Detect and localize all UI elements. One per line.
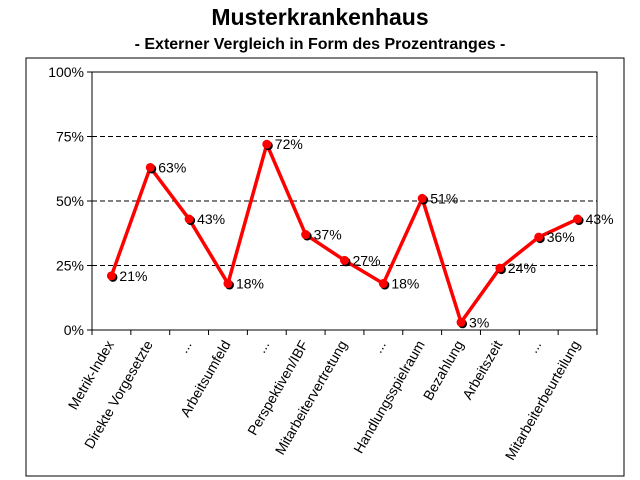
data-point [378,279,388,289]
chart-subtitle: - Externer Vergleich in Form des Prozent… [134,36,506,53]
x-category-label: Mitarbeiterbeurteilung [502,338,584,463]
gridlines [92,136,597,266]
data-label: 27% [353,252,381,268]
data-point [495,263,505,273]
data-label: 63% [158,159,186,175]
data-label: 36% [547,229,575,245]
x-category-label: Direkte Vorgesetzte [81,337,156,451]
data-label: 21% [119,268,147,284]
y-axis: 0% 25% 50% 75% 100% [48,64,92,338]
data-point [301,230,311,240]
y-tick-label: 75% [56,129,84,145]
chart-title: Musterkrankenhaus [211,4,429,30]
y-tick-label: 25% [56,258,84,274]
data-point [223,279,233,289]
data-point [534,232,544,242]
data-point [340,255,349,265]
data-point [573,214,583,224]
data-label: 43% [586,211,614,227]
x-category-label: Mitarbeitervertretung [272,338,350,458]
x-category-label: ... [369,338,389,356]
x-category-label: ... [175,338,195,356]
data-label: 24% [508,260,536,276]
data-point [456,317,466,327]
data-label: 72% [275,136,303,152]
x-category-label: ... [253,338,273,356]
data-label: 43% [197,211,225,227]
data-label: 37% [314,227,342,243]
data-point [145,162,155,172]
data-point [417,193,427,203]
x-category-label: Handlungsspielraum [350,338,428,457]
data-label: 3% [469,314,489,330]
data-point [184,214,194,224]
x-category-label: Arbeitszeit [459,337,506,402]
data-point [106,271,116,281]
y-tick-label: 50% [56,193,84,209]
chart-outer-frame [25,57,625,477]
data-point [262,139,272,149]
x-category-label: ... [525,338,545,356]
y-tick-label: 0% [64,322,84,338]
data-label: 18% [236,276,264,292]
data-label: 18% [391,276,419,292]
series-layer: 21% 63% 43% 18% 72% 37% 27% 18% 51% 3% 24% 36% 43% [106,136,614,330]
data-label: 51% [430,190,458,206]
y-tick-label: 100% [48,64,84,80]
